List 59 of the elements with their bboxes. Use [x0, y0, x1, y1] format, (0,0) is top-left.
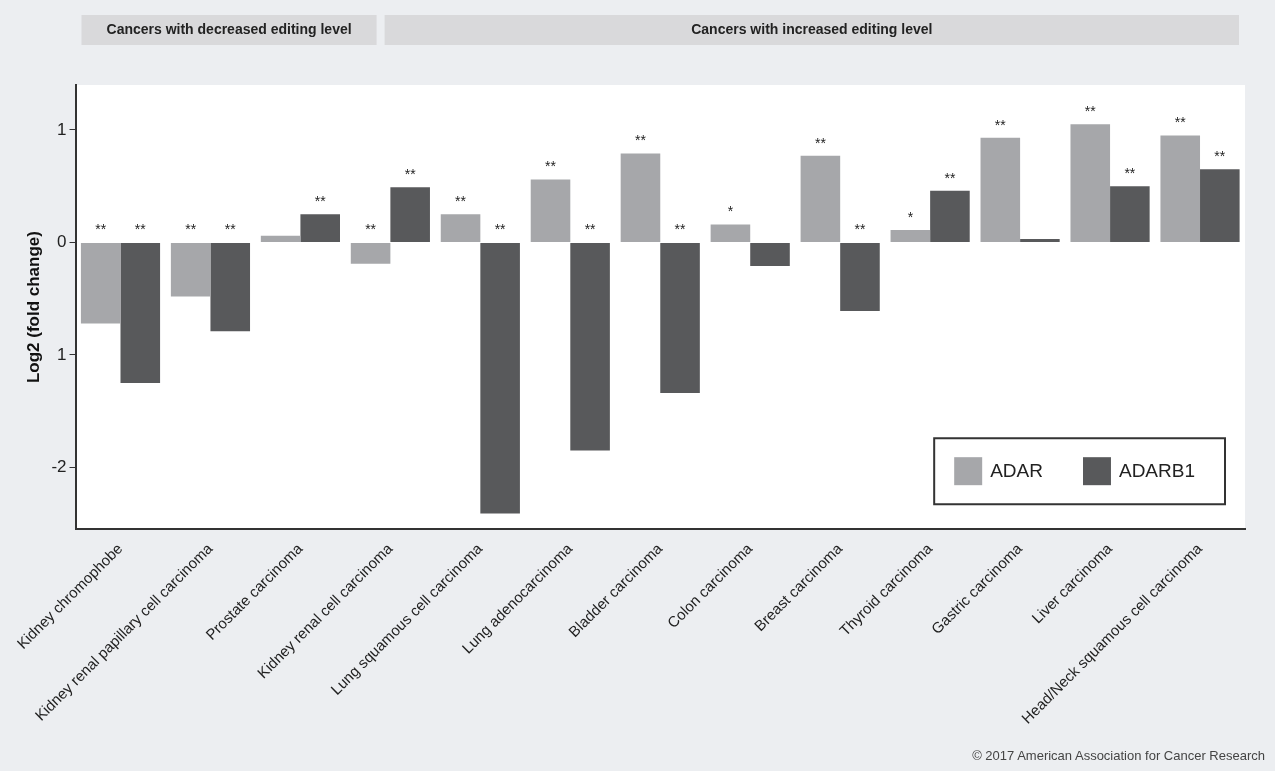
bar: [390, 187, 430, 242]
text: Cancers with increased editing level: [691, 20, 933, 37]
bar: [710, 224, 751, 242]
data-label: **: [494, 221, 507, 238]
bar: [1160, 135, 1201, 242]
data-label: **: [185, 221, 197, 238]
data-label: **: [224, 221, 237, 238]
bar: [80, 242, 121, 324]
data-label: **: [1124, 165, 1136, 182]
y-tick-label: 1: [57, 344, 67, 364]
bar: [1200, 169, 1240, 242]
bar: [530, 179, 571, 242]
data-label: **: [1214, 148, 1226, 165]
text: Cancers with decreased editing level: [106, 20, 352, 37]
bar: [480, 242, 520, 514]
bar: [800, 155, 841, 242]
data-label: **: [854, 221, 866, 238]
bar: [300, 214, 340, 242]
bar: [350, 242, 391, 264]
data-label: **: [545, 158, 557, 175]
data-label: *: [727, 203, 734, 220]
data-label: **: [674, 221, 687, 238]
legend-label: ADARB1: [1118, 460, 1195, 482]
data-label: **: [994, 116, 1007, 133]
bar: [570, 242, 610, 451]
bar: [120, 242, 161, 383]
data-label: **: [635, 132, 647, 149]
data-label: *: [907, 208, 914, 225]
data-label: **: [1174, 114, 1187, 131]
bar: [980, 137, 1021, 242]
bar: [170, 242, 211, 297]
bar: [1070, 124, 1111, 242]
data-label: **: [584, 221, 597, 238]
data-label: **: [404, 166, 417, 183]
data-label: **: [1084, 103, 1097, 120]
data-label: **: [95, 221, 107, 238]
bar: [440, 214, 481, 242]
y-axis-title: Log2 (fold change): [23, 231, 43, 384]
bar: [890, 230, 931, 242]
bar: [660, 242, 700, 394]
bar: [210, 242, 251, 332]
bar: [620, 153, 661, 242]
data-label: **: [455, 193, 467, 210]
y-tick-label: -2: [51, 457, 67, 477]
data-label: **: [365, 221, 377, 238]
bar: [260, 235, 301, 242]
bar: [1110, 186, 1150, 242]
data-label: **: [944, 169, 956, 186]
y-tick-label: 0: [57, 232, 67, 252]
bar: [750, 242, 790, 267]
bar: [840, 242, 880, 312]
data-label: **: [134, 221, 147, 238]
legend-label: ADAR: [990, 460, 1043, 482]
y-tick-label: 1: [57, 119, 67, 139]
bar: [1020, 239, 1060, 242]
text: © 2017 American Association for Cancer Research: [972, 748, 1265, 764]
bar: [930, 190, 970, 242]
data-label: **: [314, 193, 327, 210]
data-label: **: [814, 134, 827, 151]
